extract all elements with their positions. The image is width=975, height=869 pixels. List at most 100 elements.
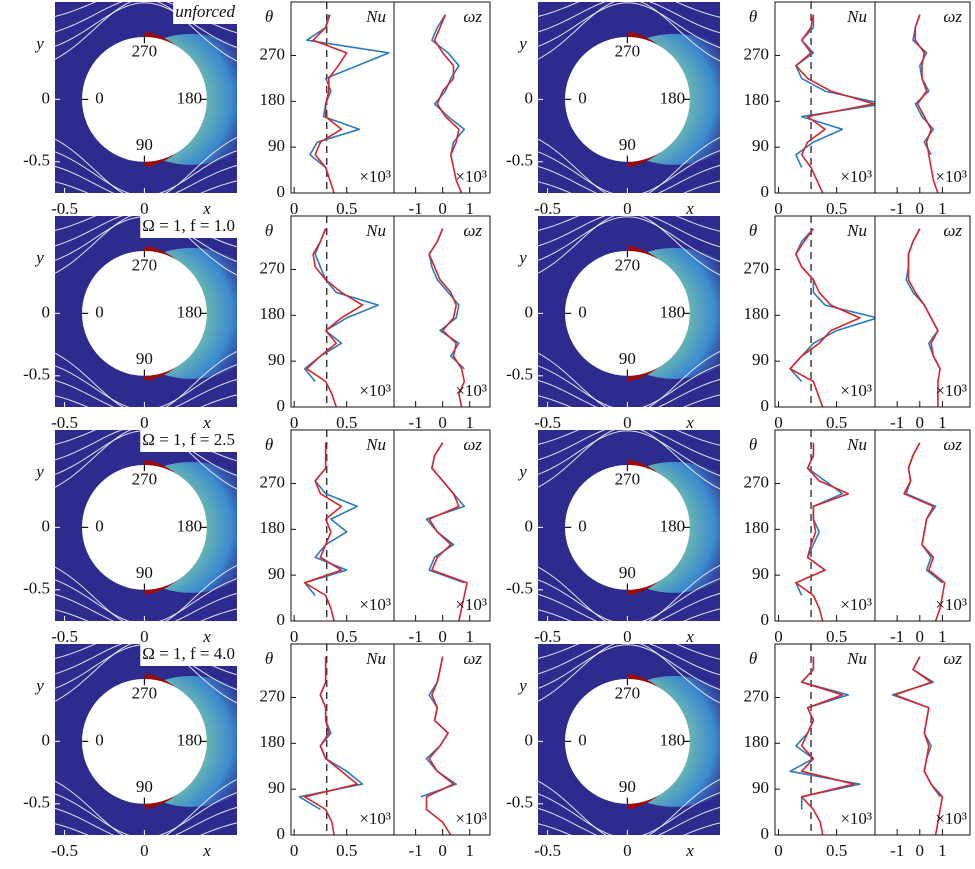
streamline bbox=[538, 0, 722, 2]
x-tick-label: -1 bbox=[409, 841, 423, 860]
plot-area bbox=[538, 644, 720, 835]
plot-area bbox=[905, 228, 941, 407]
streamline bbox=[538, 578, 720, 621]
angle-label: 90 bbox=[136, 563, 153, 582]
angle-label: 180 bbox=[177, 730, 203, 749]
plot-area bbox=[428, 228, 466, 407]
x-axis-label: ωz bbox=[463, 221, 482, 240]
angle-label: 90 bbox=[619, 135, 636, 154]
y-axis-label: y bbox=[517, 462, 527, 481]
plot-frame bbox=[874, 429, 971, 622]
plot-area bbox=[303, 430, 358, 621]
y-tick-label: 0 bbox=[525, 516, 534, 535]
streamline bbox=[538, 564, 720, 621]
x-axis-label: Nu bbox=[846, 7, 867, 26]
streamline bbox=[538, 778, 720, 835]
y-tick-label: -0.5 bbox=[23, 579, 50, 598]
plot-area bbox=[306, 2, 390, 193]
streamline bbox=[538, 216, 720, 248]
angle-label: 0 bbox=[95, 302, 104, 321]
x-tick-label: 0 bbox=[774, 413, 783, 432]
angle-label: 90 bbox=[619, 349, 636, 368]
angle-label: 270 bbox=[615, 255, 641, 274]
scale-annotation: ×10³ bbox=[935, 381, 967, 400]
y-tick-label: 180 bbox=[744, 732, 770, 751]
cylinder bbox=[81, 250, 207, 376]
y-tick-label: 270 bbox=[260, 258, 286, 277]
x-tick-label: -1 bbox=[409, 199, 423, 218]
x-tick-label: 0 bbox=[623, 627, 632, 646]
streamline bbox=[538, 2, 720, 18]
y-tick-label: 270 bbox=[744, 258, 770, 277]
streamline bbox=[55, 822, 237, 835]
scale-annotation: ×10³ bbox=[935, 809, 967, 828]
x-tick-label: 0 bbox=[438, 841, 447, 860]
plot-frame bbox=[393, 429, 491, 622]
plot-area bbox=[303, 216, 379, 407]
plot-frame bbox=[290, 215, 395, 408]
streamline bbox=[538, 430, 720, 490]
y-axis-label: θ bbox=[265, 649, 273, 668]
label-box bbox=[140, 216, 237, 238]
y-tick-label: -0.5 bbox=[23, 365, 50, 384]
y-tick-label: 90 bbox=[268, 350, 285, 369]
streamline bbox=[55, 216, 237, 276]
streamline bbox=[538, 2, 720, 62]
x-tick-label: 0 bbox=[140, 627, 149, 646]
plot-frame bbox=[774, 643, 876, 836]
angle-label: 0 bbox=[578, 88, 587, 107]
streamline bbox=[55, 378, 237, 407]
line-series bbox=[894, 656, 944, 835]
plot-frame bbox=[290, 1, 395, 194]
plot-frame bbox=[290, 429, 395, 622]
x-tick-label: -0.5 bbox=[534, 841, 561, 860]
streamline bbox=[538, 822, 720, 835]
x-axis-label: x bbox=[202, 627, 211, 646]
line-series bbox=[903, 442, 946, 621]
y-tick-label: 270 bbox=[744, 472, 770, 491]
streamline bbox=[538, 378, 720, 407]
y-tick-label: 0 bbox=[525, 730, 534, 749]
line-series bbox=[298, 656, 364, 811]
y-tick-label: 180 bbox=[260, 90, 286, 109]
line-series bbox=[795, 442, 850, 621]
streamline bbox=[55, 2, 237, 49]
x-axis-label: ωz bbox=[463, 435, 482, 454]
streamline bbox=[538, 430, 720, 477]
y-tick-label: 0 bbox=[277, 182, 286, 201]
panel-label: Ω = 1, f = 1.0 bbox=[142, 216, 235, 235]
x-tick-label: 0 bbox=[623, 841, 632, 860]
x-tick-label: 0 bbox=[916, 627, 925, 646]
line-series bbox=[312, 14, 348, 193]
angle-label: 270 bbox=[615, 683, 641, 702]
cylinder bbox=[81, 678, 207, 804]
x-tick-label: 0.5 bbox=[336, 841, 357, 860]
x-tick-label: 0 bbox=[140, 413, 149, 432]
x-tick-label: 0 bbox=[623, 413, 632, 432]
y-tick-label: 0 bbox=[42, 88, 51, 107]
line-series bbox=[789, 228, 861, 407]
angle-label: 90 bbox=[136, 349, 153, 368]
x-tick-label: -1 bbox=[409, 413, 423, 432]
scale-annotation: ×10³ bbox=[935, 167, 967, 186]
label-box bbox=[140, 644, 237, 666]
angle-label: 0 bbox=[578, 516, 587, 535]
line-series bbox=[905, 442, 943, 584]
x-tick-label: 0.5 bbox=[826, 413, 847, 432]
x-axis-label: Nu bbox=[365, 649, 386, 668]
y-tick-label: 0 bbox=[761, 610, 770, 629]
cylinder bbox=[81, 464, 207, 590]
line-series bbox=[795, 14, 875, 193]
x-tick-label: -0.5 bbox=[51, 841, 78, 860]
y-tick-label: 270 bbox=[260, 44, 286, 63]
line-series bbox=[303, 442, 358, 597]
x-tick-label: 1 bbox=[465, 627, 474, 646]
x-tick-label: 0 bbox=[916, 199, 925, 218]
plot-area bbox=[55, 644, 237, 835]
x-tick-label: 1 bbox=[938, 199, 947, 218]
line-series bbox=[914, 14, 939, 193]
plot-frame bbox=[774, 215, 876, 408]
streamline bbox=[538, 2, 720, 34]
